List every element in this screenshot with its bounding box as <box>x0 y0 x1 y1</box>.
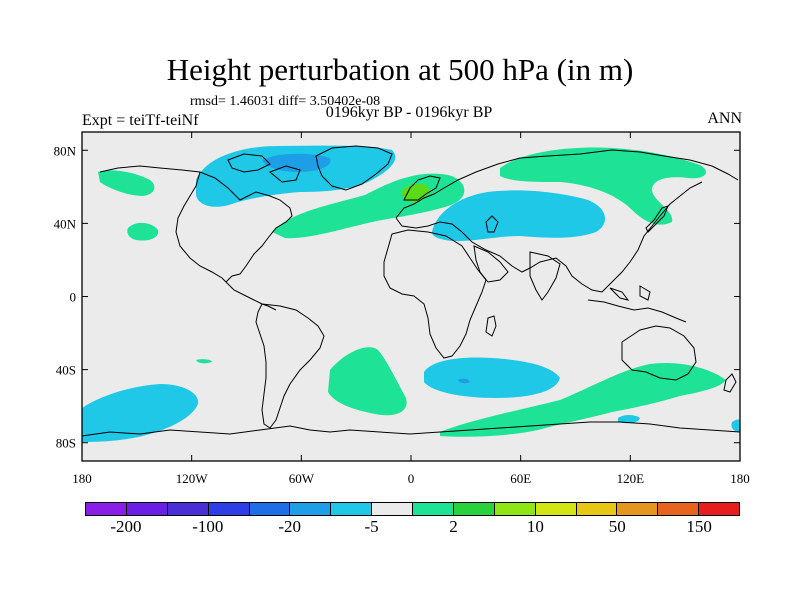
colorbar <box>85 502 740 516</box>
colorbar-swatch <box>576 503 618 515</box>
stats-text: rmsd= 1.46031 diff= 3.50402e-08 <box>190 94 381 109</box>
coastline-arctic-archipelago <box>227 153 301 183</box>
negative-anomaly-eurasia <box>432 190 606 242</box>
colorbar-swatch <box>249 503 291 515</box>
coastline-new-zealand <box>723 373 737 393</box>
colorbar-label: 150 <box>686 517 712 536</box>
x-tick-label: 60W <box>289 471 315 486</box>
positive-anomaly-north-pacific <box>127 222 159 241</box>
x-tick-label: 120W <box>176 471 209 486</box>
positive-anomaly-southern-ocean <box>440 362 726 437</box>
colorbar-swatch <box>372 503 413 515</box>
colorbar-swatch <box>126 503 168 515</box>
colorbar-swatch <box>331 503 373 515</box>
coastline-south-america <box>255 303 325 429</box>
colorbar-swatch <box>290 503 332 515</box>
negative-anomaly-east-edge <box>731 419 740 432</box>
strong-negative-core-arctic <box>262 153 331 172</box>
positive-anomaly-alaska <box>98 170 155 196</box>
coastline-arabia <box>473 245 509 283</box>
colorbar-label: -100 <box>192 517 224 536</box>
coastline-antarctica <box>82 421 740 437</box>
colorbar-swatch <box>167 503 209 515</box>
season-label: ANN <box>707 110 742 127</box>
colorbar-label: -20 <box>278 517 302 536</box>
coastline-eurasia <box>395 149 739 293</box>
colorbar-swatch <box>86 503 127 515</box>
colorbar-label: -5 <box>364 517 379 536</box>
colorbar-label: 50 <box>608 517 626 536</box>
negative-anomaly-south-indian <box>424 357 560 398</box>
coastline-japan <box>645 205 669 233</box>
coastline-india <box>529 251 561 301</box>
positive-anomaly-small-pacific <box>196 359 212 364</box>
plot-title: Height perturbation at 500 hPa (in m) <box>166 52 634 87</box>
positive-anomaly-siberia <box>500 147 707 225</box>
axis-ticks: 180 120W 60W 0 60E 120E 180 80N 40N 0 40S 80S <box>54 132 750 486</box>
colorbar-swatch <box>658 503 700 515</box>
y-tick-label: 0 <box>70 290 77 305</box>
x-tick-label: 0 <box>408 471 415 486</box>
y-tick-label: 80S <box>56 436 76 451</box>
coastline-africa <box>383 229 487 359</box>
coastline-madagascar <box>485 315 497 337</box>
negative-anomaly-south-pacific <box>82 384 199 442</box>
coastline-scandinavia <box>403 175 441 201</box>
colorbar-swatch <box>699 503 739 515</box>
colorbar-swatch <box>413 503 454 515</box>
coastlines <box>82 145 740 437</box>
x-tick-label: 60E <box>510 471 531 486</box>
y-tick-label: 40S <box>56 363 76 378</box>
x-tick-label: 180 <box>730 471 750 486</box>
strong-negative-core-south <box>458 378 470 384</box>
colorbar-swatch <box>453 503 495 515</box>
colorbar-swatch <box>494 503 536 515</box>
experiment-label: Expt = teiTf-teiNf <box>82 112 199 129</box>
colorbar-label: -200 <box>110 517 142 536</box>
coastline-australia <box>621 325 697 381</box>
coastline-maritime-continent <box>587 285 687 323</box>
coastline-caspian <box>485 215 499 233</box>
colorbar-swatch <box>617 503 659 515</box>
colorbar-swatch <box>208 503 250 515</box>
period-label: 0196kyr BP - 0196kyr BP <box>325 104 493 121</box>
y-tick-label: 40N <box>54 216 77 231</box>
colorbar-label: 2 <box>449 517 458 536</box>
anomaly-fields <box>82 145 740 442</box>
x-tick-label: 180 <box>72 471 92 486</box>
y-tick-label: 80N <box>54 143 77 158</box>
positive-anomaly-south-atlantic <box>328 347 407 416</box>
negative-anomaly-ross-sea <box>618 415 640 424</box>
colorbar-label: 10 <box>526 517 544 536</box>
negative-anomaly-greenland <box>196 145 396 207</box>
colorbar-swatch <box>535 503 577 515</box>
coastline-greenland <box>315 145 393 191</box>
coastline-north-america <box>99 165 293 311</box>
x-tick-label: 120E <box>617 471 645 486</box>
